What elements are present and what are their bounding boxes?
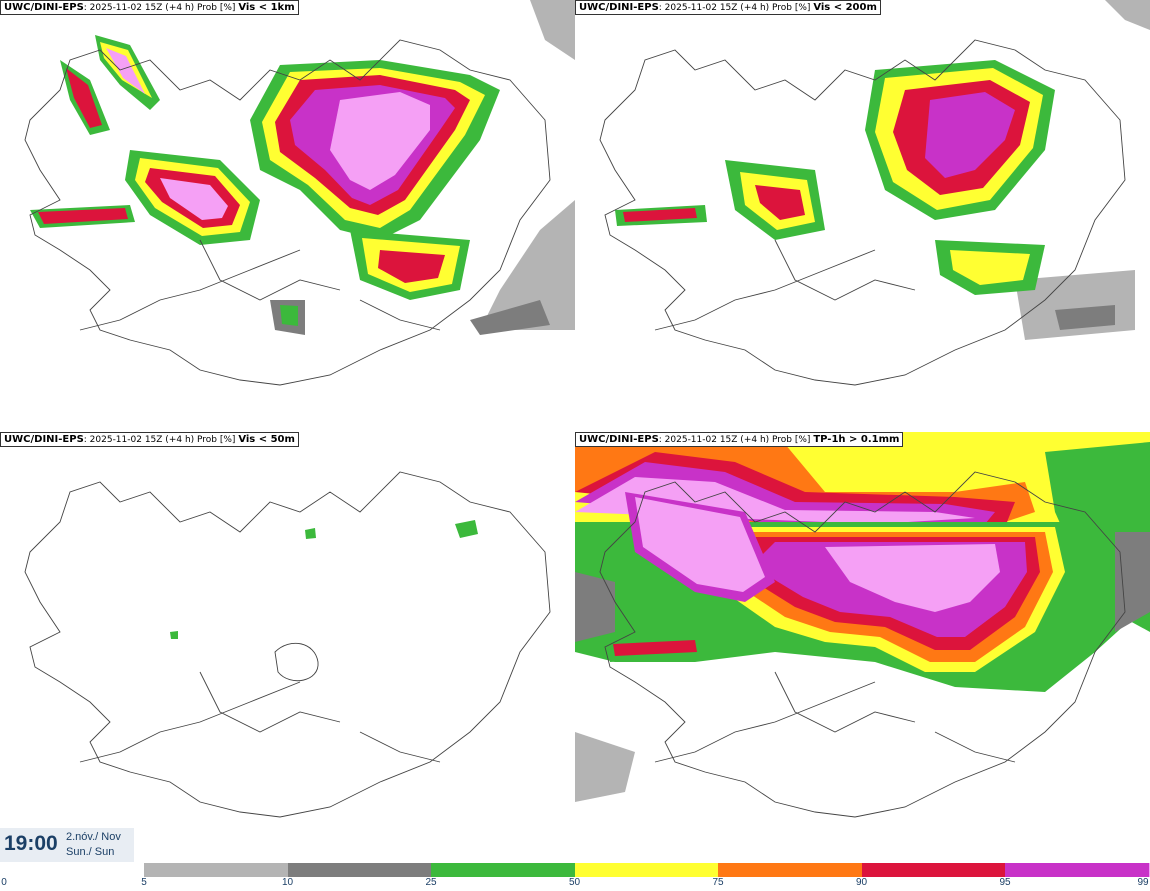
legend-swatch <box>431 863 575 877</box>
sea-gray-patches <box>1015 0 1150 340</box>
panel-meta: : 2025-11-02 15Z (+4 h) Prob [%] <box>83 435 239 445</box>
legend-tick-label: 5 <box>141 877 147 888</box>
panel-variable: Vis < 200m <box>813 2 877 13</box>
panel-source: UWC/DINI-EPS <box>579 2 659 13</box>
map-panel-vis-200m: UWC/DINI-EPS: 2025-11-02 15Z (+4 h) Prob… <box>575 0 1150 432</box>
legend-tick-label: 99 <box>1137 877 1149 888</box>
probability-map <box>575 432 1150 818</box>
legend-tick-label: 90 <box>855 877 868 888</box>
panel-title: UWC/DINI-EPS: 2025-11-02 15Z (+4 h) Prob… <box>575 0 881 15</box>
probability-map <box>24 0 575 386</box>
legend-swatch <box>144 863 288 877</box>
map-panel-precip: UWC/DINI-EPS: 2025-11-02 15Z (+4 h) Prob… <box>575 432 1150 864</box>
panel-title: UWC/DINI-EPS: 2025-11-02 15Z (+4 h) Prob… <box>0 0 299 15</box>
legend-swatch <box>1148 863 1150 877</box>
prob-regions <box>575 432 1150 802</box>
probability-map <box>24 471 551 818</box>
panel-source: UWC/DINI-EPS <box>4 2 84 13</box>
map-panel-vis-1km: UWC/DINI-EPS: 2025-11-02 15Z (+4 h) Prob… <box>0 0 575 432</box>
sea-gray-patches <box>470 0 575 335</box>
coastline <box>599 471 1126 818</box>
panel-source: UWC/DINI-EPS <box>579 434 659 445</box>
map-panel-vis-50m: UWC/DINI-EPS: 2025-11-02 15Z (+4 h) Prob… <box>0 432 575 864</box>
legend-swatch <box>574 863 718 877</box>
panel-variable: Vis < 1km <box>238 2 295 13</box>
coastline <box>24 39 551 386</box>
legend-tick-label: 50 <box>568 877 581 888</box>
legend-tick-label: 0 <box>1 877 7 888</box>
legend-tick-label: 75 <box>712 877 724 888</box>
legend-swatch <box>287 863 431 877</box>
coastline <box>24 471 551 818</box>
valid-time-box: 19:00 2.nóv./ Nov Sun./ Sun <box>0 828 134 862</box>
prob-regions <box>170 520 478 639</box>
legend-swatch <box>1005 863 1149 877</box>
legend-tick-label: 10 <box>281 877 294 888</box>
panel-meta: : 2025-11-02 15Z (+4 h) Prob [%] <box>83 3 239 13</box>
legend-swatch <box>861 863 1005 877</box>
prob-regions <box>615 60 1055 295</box>
legend-swatch <box>718 863 862 877</box>
legend-tick-label: 25 <box>425 877 437 888</box>
panel-variable: TP-1h > 0.1mm <box>813 434 900 445</box>
panel-source: UWC/DINI-EPS <box>4 434 84 445</box>
panel-variable: Vis < 50m <box>238 434 295 445</box>
panel-meta: : 2025-11-02 15Z (+4 h) Prob [%] <box>658 3 814 13</box>
color-legend: 0 5 10 25 50 75 90 95 99 <box>0 862 1150 891</box>
panel-title: UWC/DINI-EPS: 2025-11-02 15Z (+4 h) Prob… <box>575 432 904 447</box>
valid-date: 2.nóv./ Nov <box>66 831 121 843</box>
probability-map <box>599 0 1150 386</box>
legend-tick-label: 95 <box>999 877 1011 888</box>
panel-title: UWC/DINI-EPS: 2025-11-02 15Z (+4 h) Prob… <box>0 432 299 447</box>
prob-regions <box>30 35 500 335</box>
coastline <box>599 39 1126 386</box>
valid-time-clock: 19:00 <box>4 832 58 855</box>
panel-meta: : 2025-11-02 15Z (+4 h) Prob [%] <box>658 435 814 445</box>
valid-day: Sun./ Sun <box>66 846 115 858</box>
